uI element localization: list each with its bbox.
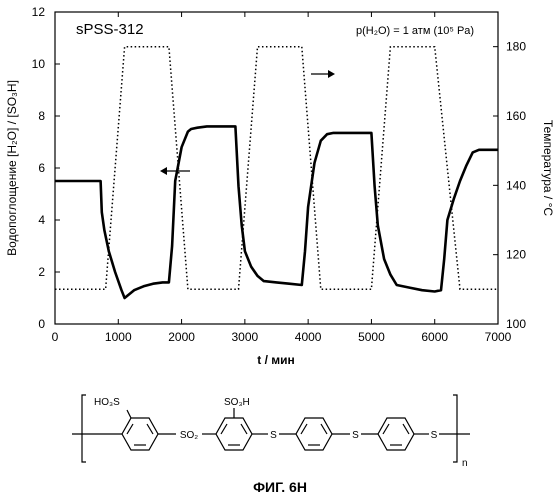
y-left-tick-label: 0 bbox=[38, 317, 45, 331]
x-tick-label: 2000 bbox=[168, 330, 195, 344]
x-tick-label: 5000 bbox=[358, 330, 385, 344]
y-left-tick-label: 6 bbox=[38, 161, 45, 175]
x-axis-ticks: 0 1000 2000 3000 4000 5000 6000 7000 bbox=[52, 12, 512, 344]
x-axis-title: t / мин bbox=[257, 353, 295, 367]
y-right-tick-label: 160 bbox=[506, 109, 526, 123]
left-axis-arrow bbox=[160, 167, 190, 175]
x-tick-label: 4000 bbox=[295, 330, 322, 344]
y-right-axis-title: Температура / °C bbox=[541, 120, 555, 216]
series-layer bbox=[55, 47, 498, 298]
so2-label: SO₂ bbox=[180, 430, 198, 441]
x-tick-label: 0 bbox=[52, 330, 59, 344]
y-left-tick-label: 4 bbox=[38, 213, 45, 227]
sulfur-label-1: S bbox=[270, 430, 277, 441]
x-tick-label: 1000 bbox=[105, 330, 132, 344]
repeat-n-label: n bbox=[462, 458, 468, 469]
y-left-tick-label: 12 bbox=[32, 5, 46, 19]
y-left-tick-label: 2 bbox=[38, 265, 45, 279]
figure-caption: ФИГ. 6Н bbox=[253, 479, 307, 495]
y-right-tick-label: 100 bbox=[506, 317, 526, 331]
plot-area bbox=[55, 12, 498, 324]
y-right-tick-label: 140 bbox=[506, 178, 526, 192]
x-tick-label: 3000 bbox=[232, 330, 259, 344]
sulfur-label-2: S bbox=[352, 430, 359, 441]
so3h-label: SO₃H bbox=[224, 397, 250, 408]
y-right-tick-label: 180 bbox=[506, 40, 526, 54]
y-left-axis-title: Водопоглощение [H₂O] / [SO₃H] bbox=[5, 80, 19, 256]
water-uptake-series-line bbox=[55, 126, 498, 298]
y-right-tick-label: 120 bbox=[506, 248, 526, 262]
sulfur-label-3: S bbox=[431, 430, 438, 441]
temperature-series-line bbox=[55, 47, 498, 290]
y-left-tick-label: 10 bbox=[32, 57, 46, 71]
y-left-tick-label: 8 bbox=[38, 109, 45, 123]
chart-title: sPSS-312 bbox=[76, 21, 144, 38]
right-bracket bbox=[453, 395, 457, 462]
y-left-axis-ticks: 0 2 4 6 8 10 12 bbox=[32, 5, 60, 331]
left-bracket bbox=[82, 395, 86, 462]
pressure-annotation: p(H₂O) = 1 атм (10⁵ Pa) bbox=[356, 25, 474, 37]
x-tick-label: 6000 bbox=[421, 330, 448, 344]
right-axis-arrow bbox=[311, 70, 335, 78]
x-tick-label: 7000 bbox=[485, 330, 512, 344]
ho3s-label: HO₃S bbox=[94, 397, 120, 408]
